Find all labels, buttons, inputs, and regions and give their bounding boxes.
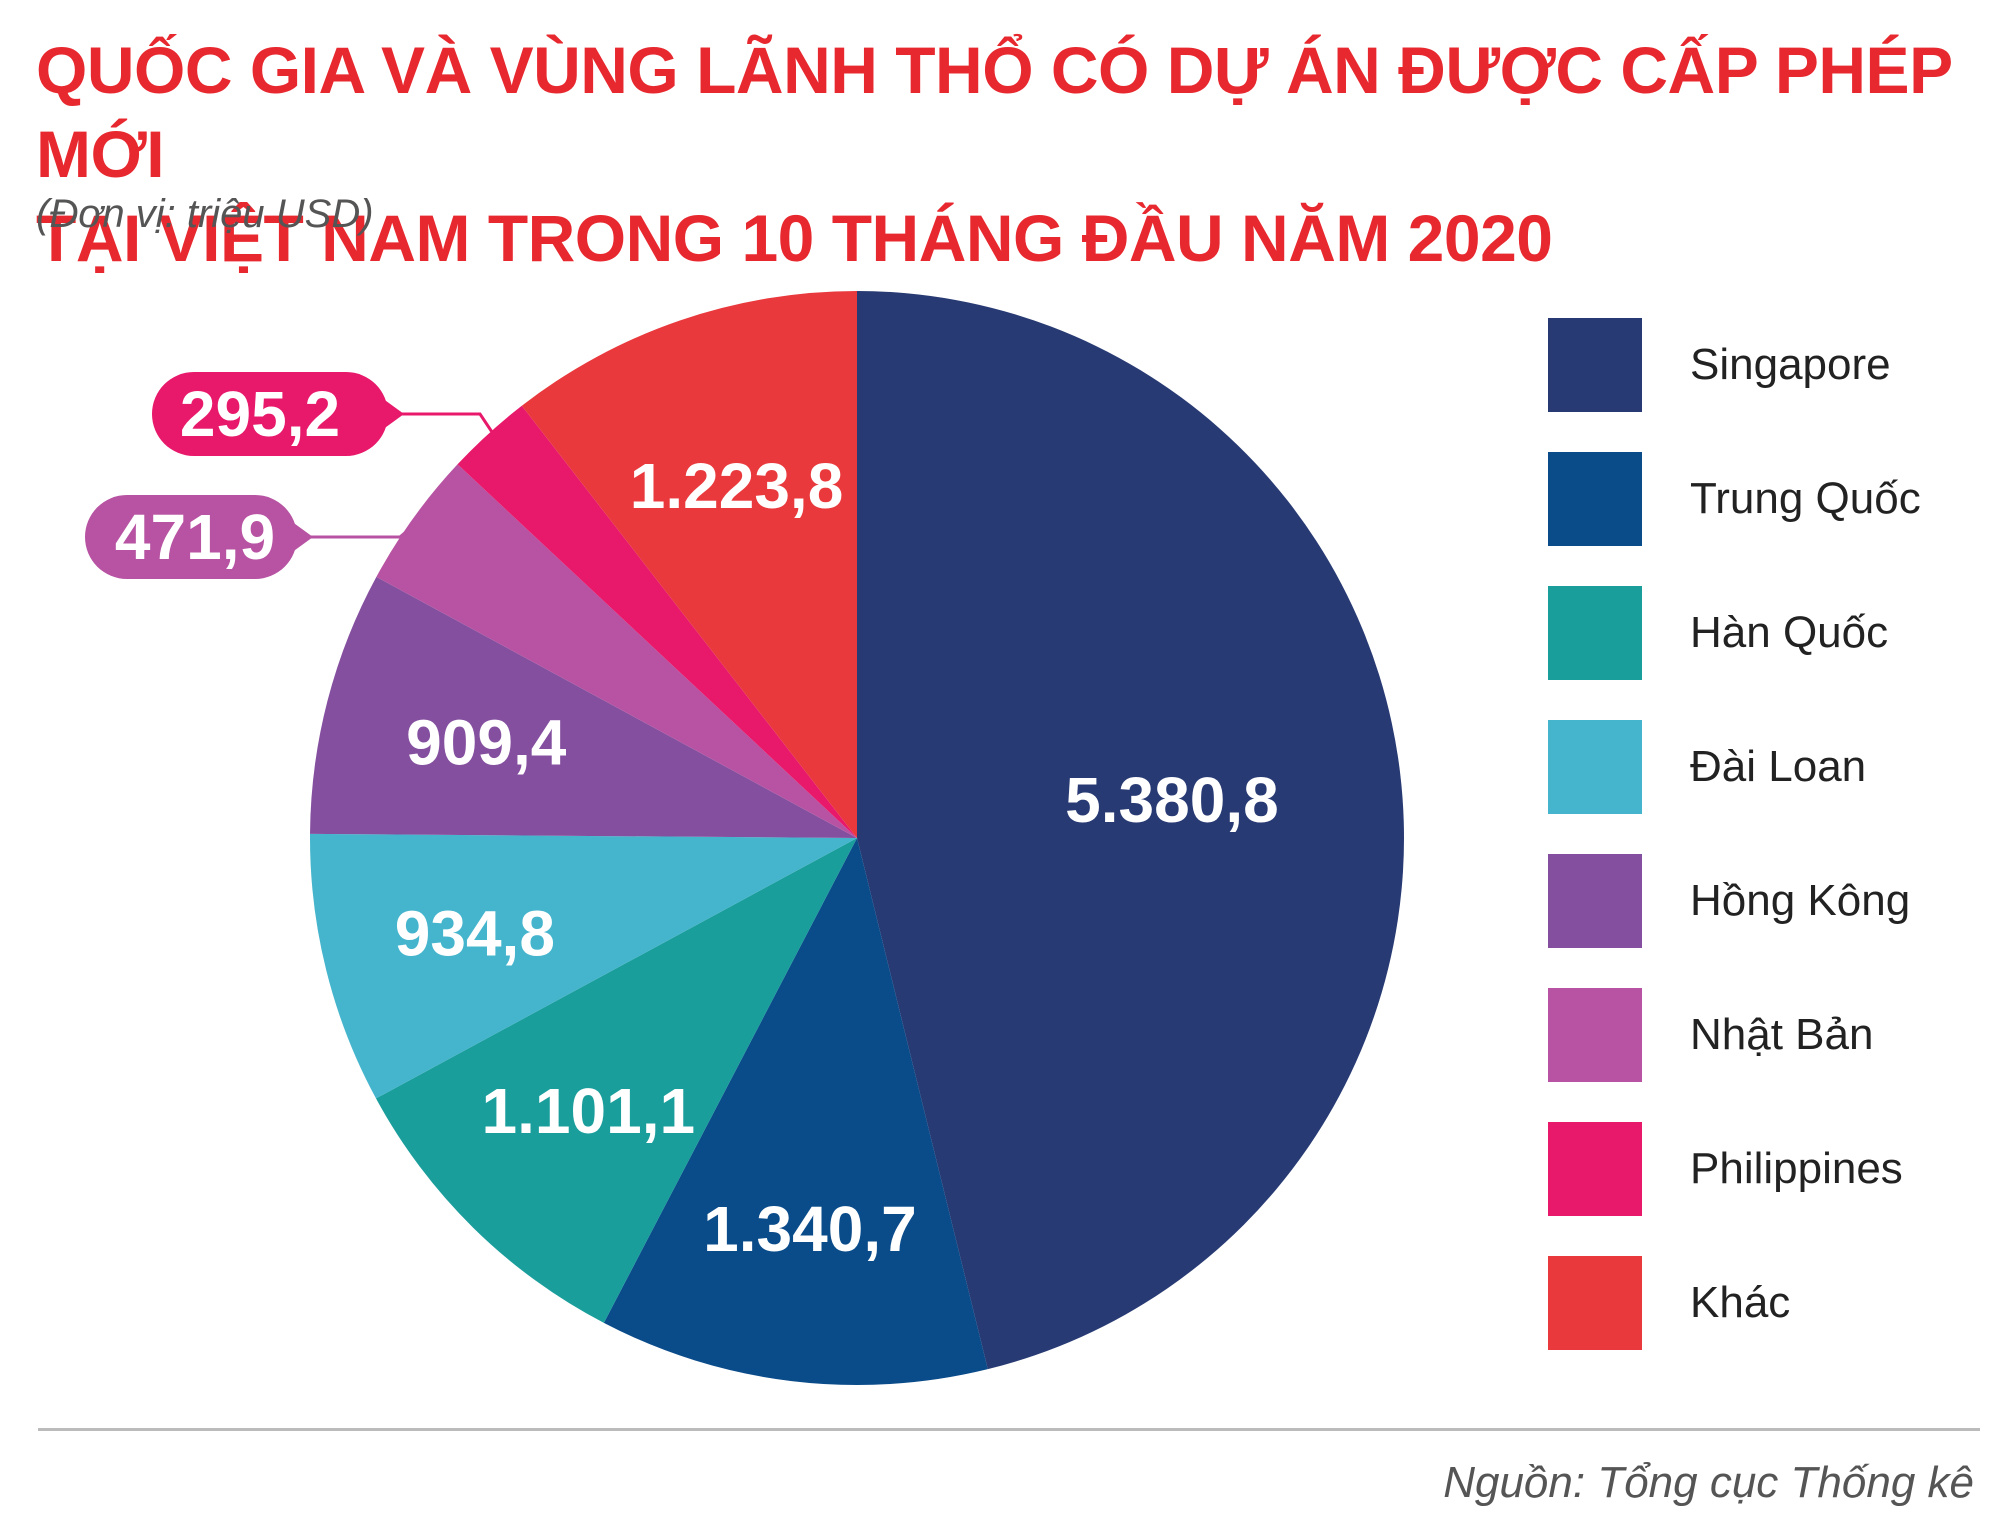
chart-title-line-1: QUỐC GIA VÀ VÙNG LÃNH THỔ CÓ DỰ ÁN ĐƯỢC … — [36, 33, 1952, 191]
chart-title-line-2: TẠI VIỆT NAM TRONG 10 THÁNG ĐẦU NĂM 2020 — [36, 201, 1553, 275]
pie-slice-philippines — [457, 405, 857, 838]
legend-swatch — [1548, 452, 1642, 546]
pie-slice-han-quoc — [375, 838, 857, 1323]
legend: Singapore Trung Quốc Hàn Quốc Đài Loan Hồng … — [1548, 318, 1978, 1390]
legend-label: Khác — [1690, 1278, 1791, 1327]
callout-line-nhat-ban — [297, 520, 420, 539]
legend-swatch — [1548, 586, 1642, 680]
pie-slice-khac — [521, 291, 857, 838]
value-label-nhat-ban: 471,9 — [115, 501, 275, 573]
legend-swatch — [1548, 720, 1642, 814]
legend-item-han-quoc: Hàn Quốc — [1548, 586, 1978, 680]
legend-swatch — [1548, 1122, 1642, 1216]
pie-slice-nhat-ban — [376, 464, 857, 838]
divider — [38, 1428, 1980, 1431]
callout-pill-philippines — [152, 372, 388, 456]
legend-item-hong-kong: Hồng Kông — [1548, 854, 1978, 948]
value-label-hong-kong: 909,4 — [406, 706, 567, 778]
value-label-philippines: 295,2 — [180, 378, 340, 450]
pie-slice-dai-loan — [309, 833, 857, 1099]
value-label-singapore: 5.380,8 — [1065, 764, 1279, 836]
legend-label: Hồng Kông — [1690, 876, 1911, 925]
callout-line-philippines — [388, 412, 495, 439]
callout-pointer-philippines — [382, 398, 404, 430]
legend-label: Nhật Bản — [1690, 1010, 1874, 1059]
legend-swatch — [1548, 988, 1642, 1082]
unit-subtitle: (Đơn vị: triệu USD) — [36, 192, 374, 236]
value-label-trung-quoc: 1.340,7 — [703, 1193, 917, 1265]
source-note: Nguồn: Tổng cục Thống kê — [1443, 1458, 1974, 1507]
legend-item-philippines: Philippines — [1548, 1122, 1978, 1216]
legend-item-khac: Khác — [1548, 1256, 1978, 1350]
legend-label: Trung Quốc — [1690, 474, 1921, 523]
pie-slice-singapore — [857, 291, 1405, 1370]
legend-label: Hàn Quốc — [1690, 608, 1889, 657]
legend-item-trung-quoc: Trung Quốc — [1548, 452, 1978, 546]
pie-slice-trung-quoc — [603, 838, 988, 1385]
legend-swatch — [1548, 318, 1642, 412]
legend-swatch — [1548, 1256, 1642, 1350]
legend-label: Singapore — [1690, 340, 1891, 389]
value-label-dai-loan: 934,8 — [395, 897, 555, 969]
callout-pointer-nhat-ban — [291, 521, 313, 553]
legend-item-nhat-ban: Nhật Bản — [1548, 988, 1978, 1082]
callout-pill-nhat-ban — [85, 495, 297, 579]
chart-title: QUỐC GIA VÀ VÙNG LÃNH THỔ CÓ DỰ ÁN ĐƯỢC … — [36, 28, 1976, 280]
legend-label: Đài Loan — [1690, 742, 1867, 791]
legend-swatch — [1548, 854, 1642, 948]
pie-slice-hong-kong — [310, 576, 857, 838]
legend-label: Philippines — [1690, 1144, 1903, 1193]
value-label-han-quoc: 1.101,1 — [482, 1075, 696, 1147]
value-label-khac: 1.223,8 — [630, 450, 844, 522]
pie-chart: 5.380,8 1.340,71.101,1 934,8 909,4 471,9 295,… — [85, 291, 1405, 1385]
legend-item-dai-loan: Đài Loan — [1548, 720, 1978, 814]
legend-item-singapore: Singapore — [1548, 318, 1978, 412]
